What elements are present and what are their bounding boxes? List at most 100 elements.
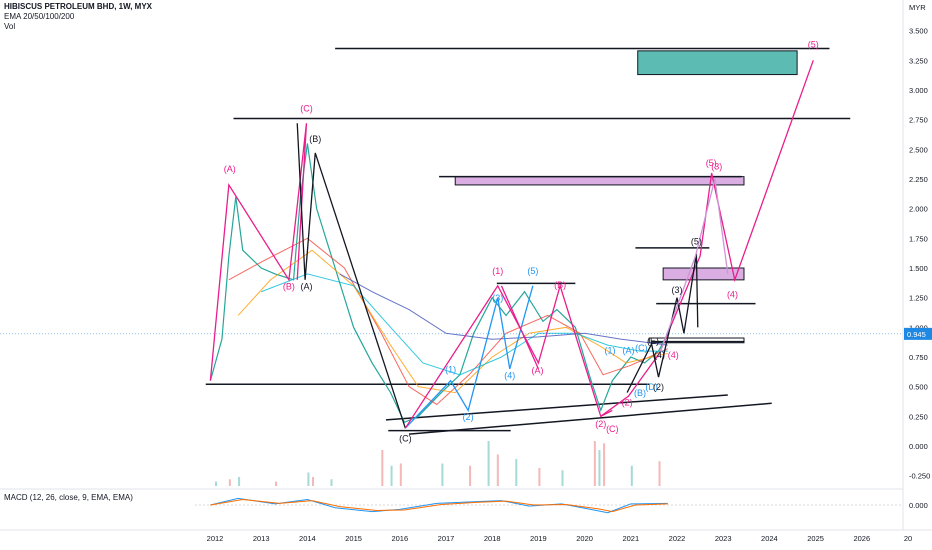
macd-indicator-label[interactable]: MACD (12, 26, close, 9, EMA, EMA)	[4, 493, 133, 502]
volume-bar	[390, 465, 393, 486]
volume-bar	[538, 468, 541, 486]
elliott-wave-path	[657, 178, 729, 358]
wave-paths	[209, 60, 814, 429]
symbol-title: HIBISCUS PETROLEUM BHD, 1W, MYX	[4, 2, 153, 11]
volume-bar	[312, 477, 315, 486]
wave-label: (4)	[668, 350, 679, 360]
wave-label: (E)	[647, 336, 659, 346]
wave-label: (C)	[300, 103, 313, 113]
wave-label: (A)	[622, 345, 634, 355]
wave-label: (2)	[463, 412, 474, 422]
elliott-wave-path	[404, 283, 613, 429]
volume-bar	[399, 463, 402, 486]
time-axis-tick: 2022	[669, 534, 686, 543]
elliott-wave-path	[209, 123, 308, 381]
ema-line	[237, 249, 668, 394]
ema-line	[228, 237, 668, 406]
time-axis-tick: 2025	[807, 534, 824, 543]
wave-label: (5)	[808, 39, 819, 49]
wave-label: (B)	[634, 388, 646, 398]
wave-label: (C)	[606, 424, 619, 434]
last-price-tag-bg	[904, 327, 932, 340]
wave-label: (3)	[672, 285, 683, 295]
ema-indicator-label[interactable]: EMA 20/50/100/200	[4, 12, 75, 21]
volume-bar	[496, 454, 499, 486]
wave-label: (2)	[653, 382, 664, 392]
price-axis-tick: 3.250	[909, 56, 928, 65]
price-axis-tick: 2.000	[909, 205, 928, 214]
wave-label: (1)	[492, 266, 503, 276]
price-axis-tick: 1.750	[909, 234, 928, 243]
volume-bar	[561, 470, 564, 486]
volume-bar	[630, 465, 633, 486]
currency-label: MYR	[909, 3, 926, 12]
price-axis-tick: 0.500	[909, 383, 928, 392]
wave-label: (A)	[300, 281, 312, 291]
trend-line	[408, 402, 772, 435]
zone-boxes	[454, 50, 798, 344]
time-axis-tick: 2023	[715, 534, 732, 543]
wave-label: (C)	[635, 343, 648, 353]
price-axis-tick: 0.250	[909, 412, 928, 421]
time-axis-tick: 2016	[391, 534, 408, 543]
target-zone-box-2	[662, 267, 745, 281]
volume-bar	[381, 450, 384, 486]
price-axis-tick: 3.000	[909, 86, 928, 95]
wave-label: (D)	[645, 382, 658, 392]
volume-bar	[238, 477, 241, 486]
price-line	[209, 143, 669, 424]
wave-label: (B)	[309, 134, 321, 144]
macd-line	[210, 498, 668, 513]
volume-bar	[598, 450, 601, 486]
wave-label: (3)	[711, 162, 722, 172]
price-axis-tick: 0.750	[909, 353, 928, 362]
wave-label: (5)	[691, 236, 702, 246]
wave-label: (4)	[504, 370, 515, 380]
volume-indicator-label[interactable]: Vol	[4, 22, 16, 31]
wave-label: (5)	[527, 266, 538, 276]
time-axis-tick: 20	[904, 534, 912, 543]
volume-bar	[469, 465, 472, 486]
time-axis-tick: 2013	[253, 534, 270, 543]
time-axis-tick: 2012	[207, 534, 224, 543]
volume-bar	[307, 472, 310, 486]
volume-bar	[515, 459, 518, 486]
time-axis-tick: 2018	[484, 534, 501, 543]
ema-line	[339, 273, 668, 346]
wave-label: (4)	[727, 290, 738, 300]
trend-line	[385, 394, 728, 421]
macd-zero-tick: 0.000	[909, 501, 928, 510]
volume-bar	[215, 481, 217, 486]
wave-label: (1)	[445, 364, 456, 374]
wave-label: (1)	[605, 345, 616, 355]
time-axis-tick: 2014	[299, 534, 316, 543]
last-price-tag: 0.945	[907, 330, 926, 339]
price-axis-tick: -0.250	[909, 472, 930, 481]
time-axis-tick: 2020	[576, 534, 593, 543]
wave-label: (3)	[492, 293, 503, 303]
price-axis-tick: 1.500	[909, 264, 928, 273]
price-axis-tick: 2.500	[909, 145, 928, 154]
wave-label: (2)	[622, 398, 633, 408]
price-axis-tick: 0.000	[909, 442, 928, 451]
target-zone-box-0	[637, 50, 798, 76]
wave-labels: (A)(B)(C)(B)(A)(C)(1)(2)(3)(4)(5)(1)(A)(…	[224, 39, 819, 443]
wave-label: (A)	[531, 366, 543, 376]
wave-label: (5)	[706, 158, 717, 168]
wave-label: (2)	[595, 419, 606, 429]
elliott-wave-path	[600, 60, 814, 417]
target-zone-box-1	[454, 176, 745, 186]
macd-line	[210, 497, 668, 514]
wave-label: (B)	[283, 281, 295, 291]
volume-bar	[275, 481, 278, 486]
volume-bar	[603, 443, 606, 486]
volume-bars	[215, 441, 661, 486]
wave-label: (4)	[654, 350, 665, 360]
time-axis-tick: 2015	[345, 534, 362, 543]
wave-label: (C)	[399, 433, 412, 443]
price-axis-tick: 2.750	[909, 116, 928, 125]
wave-label: (B)	[554, 280, 566, 290]
